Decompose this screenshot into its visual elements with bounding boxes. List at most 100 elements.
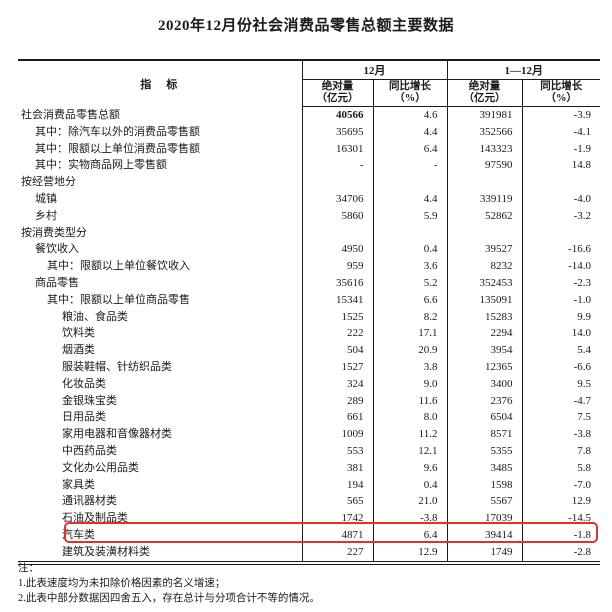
row-value: 5.8 [521,459,600,477]
table-row: 其中：实物商品网上零售额 - -97590 14.8 [18,157,600,175]
row-label: 社会消费品零售总额 [21,108,120,121]
table-row: 社会消费品零售总额 40566 4.6 391981 -3.9 [18,106,600,124]
row-value: 352453 [446,274,522,292]
row-value: -3.8 [521,426,600,443]
row-value: -3.2 [521,207,600,225]
table-header: 指 标 12月 1—12月 绝对量 （亿元） 同比增长 （%） 绝对量 （亿元） [18,60,600,107]
row-value: 391981 [446,106,522,124]
row-label: 石油及制品类 [62,512,128,525]
row-value: 5.4 [521,342,600,359]
row-value: 16301 [301,140,373,158]
note-item: 1.此表速度均为未扣除价格因素的名义增速； [18,578,226,589]
row-value: 194 [301,476,373,494]
notes: 注： 1.此表速度均为未扣除价格因素的名义增速； 2.此表中部分数据因四舍五入，… [18,561,320,606]
row-value: -3.9 [521,106,600,124]
row-label: 按经营地分 [21,176,76,189]
row-value: 34706 [301,190,373,208]
row-value: 7.5 [521,409,600,427]
table-row: 其中：限额以上单位消费品零售额 16301 6.4 143323 -1.9 [18,140,600,158]
header-label: 绝对量 [321,81,354,92]
header-label: 同比增长 [540,81,583,92]
table-row: 家用电器和音像器材类 1009 11.2 8571 -3.8 [18,426,600,443]
row-value: 6.4 [372,526,447,544]
row-label: 文化办公用品类 [62,461,139,474]
row-value: 14.0 [521,325,600,343]
row-value: 39527 [446,241,522,259]
row-value: 959 [301,258,373,275]
row-value: 565 [301,493,373,511]
row-value: 12.1 [372,442,447,460]
row-value: 661 [301,409,373,427]
row-value: - [301,157,373,175]
header-group-row: 指 标 12月 1—12月 [18,60,600,107]
row-value: 21.0 [372,493,447,511]
row-value: 381 [301,459,373,477]
row-value: 35695 [301,123,373,141]
row-value: 3.6 [372,258,447,275]
row-label: 乡村 [35,209,57,222]
row-value: 5.2 [372,274,447,292]
table-row-highlighted: 汽车类 4871 6.4 39414 -1.8 [18,526,600,544]
row-value: 1009 [301,426,373,443]
header-ytd-growth: 同比增长 （%） [521,79,600,107]
row-value [372,224,447,242]
row-value: 8.2 [372,308,447,326]
row-value [521,174,600,191]
row-value: 9.0 [372,375,447,393]
row-label: 其中：限额以上单位餐饮收入 [47,260,190,273]
row-value: -4.1 [521,123,600,141]
row-label: 城镇 [35,192,57,205]
table-row: 饮料类 222 17.1 2294 14.0 [18,325,600,343]
row-value [446,174,522,191]
row-value: 1527 [301,358,373,376]
note-item: 2.此表中部分数据因四舍五入，存在总计与分项合计不等的情况。 [18,593,320,604]
row-label: 通讯器材类 [62,495,117,508]
row-value: -14.5 [521,510,600,527]
row-value: 11.6 [372,392,447,410]
row-label: 其中：限额以上单位商品零售 [47,293,190,306]
row-label: 金银珠宝类 [62,394,117,407]
row-value: -3.8 [372,510,447,527]
header-label: 同比增长 [389,81,431,92]
row-value: 17.1 [372,325,447,343]
row-value: 39414 [446,526,522,544]
row-value [301,174,373,191]
section-row: 按消费类型分 [18,224,600,242]
table-row: 其中：除汽车以外的消费品零售额 35695 4.4 352566 -4.1 [18,123,600,141]
row-value: 143323 [446,140,522,158]
row-value: 504 [301,342,373,359]
row-value: 97590 [446,157,522,175]
row-value: 4.6 [372,106,447,124]
row-value: 11.2 [372,426,447,443]
row-value: 15283 [446,308,522,326]
main-table: 指 标 12月 1—12月 绝对量 （亿元） 同比增长 （%） 绝对量 （亿元） [18,59,600,565]
table-row: 烟酒类 504 20.9 3954 5.4 [18,342,600,359]
row-label: 化妆品类 [62,377,106,390]
row-value: 12.9 [521,493,600,511]
table-row: 城镇 34706 4.4 339119 -4.0 [18,190,600,208]
row-value: 40566 [301,106,373,124]
notes-heading: 注： [18,563,39,574]
row-value: 4.4 [372,190,447,208]
row-value: -2.3 [521,274,600,292]
row-value: 5355 [446,442,522,460]
row-value: 12.9 [372,543,447,563]
row-value [521,224,600,242]
row-value: 12365 [446,358,522,376]
row-value: 15341 [301,291,373,309]
row-value: -6.6 [521,358,600,376]
row-label: 其中：实物商品网上零售额 [35,159,167,172]
row-value: 4950 [301,241,373,259]
row-label: 家用电器和音像器材类 [62,428,172,441]
row-value: 14.8 [521,157,600,175]
row-value: 3485 [446,459,522,477]
row-label: 日用品类 [62,411,106,424]
row-value: 0.4 [372,476,447,494]
row-value: 352566 [446,123,522,141]
header-indicator: 指 标 [18,60,303,107]
row-value: 20.9 [372,342,447,359]
header-group-december: 12月 [301,60,447,80]
table-row: 其中：限额以上单位商品零售 15341 6.6 135091 -1.0 [18,291,600,309]
table-row: 建筑及装潢材料类 227 12.9 1749 -2.8 [18,543,600,563]
row-value: -14.0 [521,258,600,275]
